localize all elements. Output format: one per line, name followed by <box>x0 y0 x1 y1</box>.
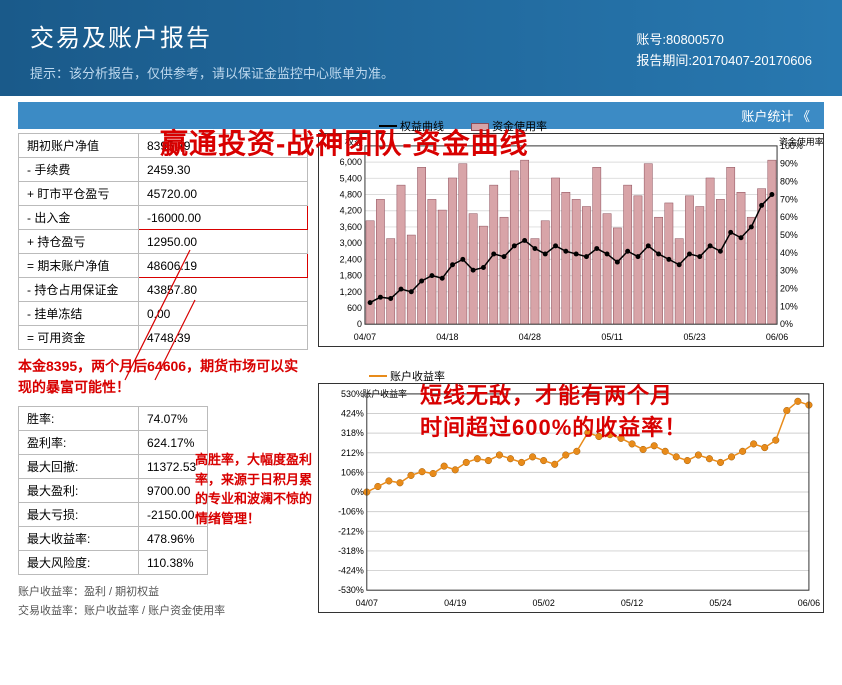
svg-text:4,800: 4,800 <box>340 189 362 199</box>
svg-text:-530%: -530% <box>338 585 364 595</box>
table-row: = 可用资金4748.39 <box>19 326 308 350</box>
table-row: 最大收益率:478.96% <box>19 527 208 551</box>
annotation-left-2: 高胜率，大幅度盈利率，来源于日积月累的专业和波澜不惊的情绪管理！ <box>195 450 315 528</box>
table-row: 最大盈利:9700.00 <box>19 479 208 503</box>
svg-text:318%: 318% <box>341 428 364 438</box>
summary-table-1: 期初账户净值8395.49- 手续费2459.30+ 盯市平仓盈亏45720.0… <box>18 133 308 350</box>
svg-text:账户收益率: 账户收益率 <box>362 388 407 399</box>
svg-text:-424%: -424% <box>338 566 364 576</box>
svg-text:10%: 10% <box>780 301 798 311</box>
annotation-left-1: 本金8395，两个月后64606，期货市场可以实现的暴富可能性！ <box>18 356 308 398</box>
overlay-annot-right-1: 短线无敌，才能有两个月 <box>420 378 673 410</box>
footnote-2: 交易收益率：账户收益率 / 账户资金使用率 <box>18 602 308 618</box>
svg-text:05/11: 05/11 <box>601 332 623 342</box>
svg-text:1,200: 1,200 <box>340 287 362 297</box>
svg-text:06/06: 06/06 <box>798 598 820 608</box>
svg-text:3,000: 3,000 <box>340 238 362 248</box>
svg-text:04/19: 04/19 <box>444 598 466 608</box>
table-row: - 挂单冻结0.00 <box>19 302 308 326</box>
svg-text:5,400: 5,400 <box>340 173 362 183</box>
svg-text:600: 600 <box>347 303 362 313</box>
svg-text:530%: 530% <box>341 389 364 399</box>
svg-text:04/07: 04/07 <box>354 332 376 342</box>
svg-text:05/24: 05/24 <box>709 598 731 608</box>
svg-text:资金使用率: 资金使用率 <box>779 136 823 147</box>
table-row: 最大亏损:-2150.00 <box>19 503 208 527</box>
svg-text:60%: 60% <box>780 212 798 222</box>
svg-text:-212%: -212% <box>338 526 364 536</box>
table-row: - 持仓占用保证金43857.80 <box>19 278 308 302</box>
svg-text:50%: 50% <box>780 230 798 240</box>
svg-text:04/18: 04/18 <box>436 332 458 342</box>
svg-text:20%: 20% <box>780 284 798 294</box>
table-row: - 出入金-16000.00 <box>19 206 308 230</box>
svg-text:05/02: 05/02 <box>532 598 554 608</box>
svg-text:212%: 212% <box>341 448 364 458</box>
svg-text:05/23: 05/23 <box>683 332 705 342</box>
svg-text:4,200: 4,200 <box>340 206 362 216</box>
report-header: 交易及账户报告 提示：该分析报告，仅供参考，请以保证金监控中心账单为准。 账号:… <box>0 0 842 96</box>
overlay-title: 赢通投资-战神团队-资金曲线 <box>160 122 529 162</box>
right-column: 权益曲线 资金使用率 06001,2001,8002,4003,0003,600… <box>318 129 824 618</box>
table-row: 最大风险度:110.38% <box>19 551 208 575</box>
svg-text:06/06: 06/06 <box>766 332 788 342</box>
chart1-svg: 0 600 1,200 1,800 2,400 3,000 3,600 4,200 4,800 5… <box>319 134 823 346</box>
svg-text:90%: 90% <box>780 159 798 169</box>
svg-text:05/12: 05/12 <box>621 598 643 608</box>
summary-table-2: 胜率:74.07%盈利率:624.17%最大回撤:11372.53最大盈利:97… <box>18 406 208 575</box>
svg-text:0%: 0% <box>351 487 364 497</box>
table-row: 最大回撤:11372.53 <box>19 455 208 479</box>
svg-text:0: 0 <box>357 319 362 329</box>
svg-text:106%: 106% <box>341 467 364 477</box>
table-row: + 盯市平仓盈亏45720.00 <box>19 182 308 206</box>
svg-text:70%: 70% <box>780 194 798 204</box>
svg-text:3,600: 3,600 <box>340 222 362 232</box>
footnote-1: 账户收益率：盈利 / 期初权益 <box>18 583 308 599</box>
equity-chart: 权益曲线 资金使用率 06001,2001,8002,4003,0003,600… <box>318 133 824 347</box>
table-row: 盈利率:624.17% <box>19 431 208 455</box>
svg-text:30%: 30% <box>780 266 798 276</box>
left-column: 期初账户净值8395.49- 手续费2459.30+ 盯市平仓盈亏45720.0… <box>18 129 308 618</box>
table-row: = 期末账户净值48606.19 <box>19 254 308 278</box>
svg-text:80%: 80% <box>780 177 798 187</box>
svg-text:424%: 424% <box>341 409 364 419</box>
svg-text:2,400: 2,400 <box>340 254 362 264</box>
svg-text:1,800: 1,800 <box>340 271 362 281</box>
table-row: 胜率:74.07% <box>19 407 208 431</box>
overlay-annot-right-2: 时间超过600%的收益率！ <box>420 410 687 442</box>
svg-text:40%: 40% <box>780 248 798 258</box>
svg-text:0%: 0% <box>780 319 793 329</box>
account-info: 账号:80800570 报告期间:20170407-20170606 <box>636 30 812 72</box>
table-row: + 持仓盈亏12950.00 <box>19 230 308 254</box>
svg-text:-318%: -318% <box>338 546 364 556</box>
svg-text:04/28: 04/28 <box>519 332 541 342</box>
svg-text:04/07: 04/07 <box>356 598 378 608</box>
svg-text:-106%: -106% <box>338 507 364 517</box>
